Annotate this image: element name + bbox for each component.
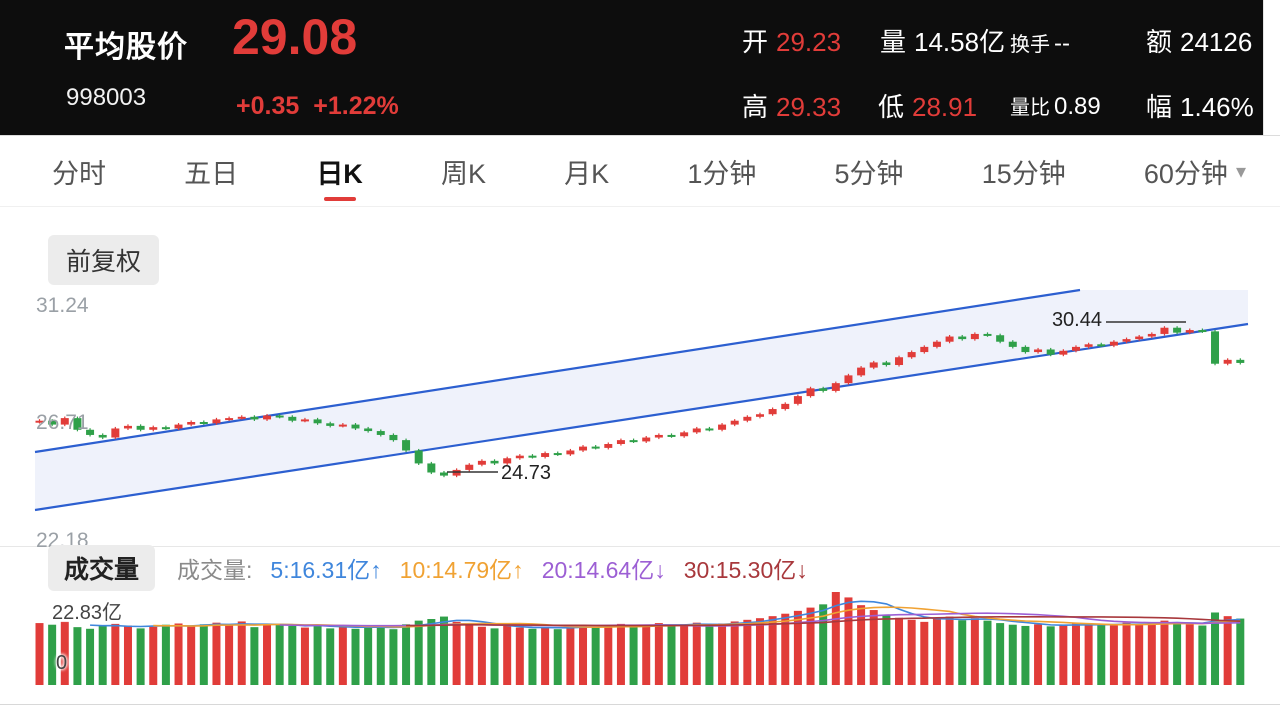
current-price: 29.08 [232, 9, 358, 65]
stock-header: 平均股价 998003 29.08 +0.35 +1.22% 开 29.23 量 14… [0, 0, 1280, 135]
tab-realtime[interactable]: 分时 [52, 158, 106, 189]
kline-pane: 前复权 31.24 26.71 22.18 30.44 24.73 [0, 207, 1280, 552]
pane-divider [0, 546, 1280, 547]
vol-ma-item: 5:16.31亿↑ [270, 557, 382, 583]
stat-volume-ratio: 量比 0.89 [1010, 93, 1101, 120]
price-change: +0.35 +1.22% [236, 92, 413, 121]
tab-5min[interactable]: 5分钟 [834, 158, 904, 189]
tab-60min[interactable]: 60分钟 ▾ [1144, 136, 1246, 206]
chevron-down-icon: ▾ [1235, 160, 1246, 183]
change-percent: +1.22% [313, 92, 399, 120]
volume-pane: 22.83亿 0 [0, 588, 1280, 692]
y-axis-label-middle: 26.71 [36, 411, 89, 434]
volume-ma-prefix: 成交量: [177, 557, 253, 583]
volume-zero-label: 0 [56, 652, 68, 674]
vol-ma-item: 20:14.64亿↓ [541, 557, 666, 583]
stat-low: 低 28.91 [878, 92, 978, 122]
vol-ma-item: 30:15.30亿↓ [683, 557, 808, 583]
high-price-annotation: 30.44 [1051, 309, 1102, 331]
bottom-divider [0, 704, 1280, 705]
change-value: +0.35 [236, 92, 300, 120]
y-axis-label-top: 31.24 [36, 294, 89, 317]
tab-15min[interactable]: 15分钟 [981, 158, 1066, 189]
tab-five-day[interactable]: 五日 [184, 158, 239, 189]
stat-amount: 额 24126 [1146, 27, 1253, 57]
tab-1min[interactable]: 1分钟 [687, 158, 757, 189]
volume-indicator-button[interactable]: 成交量 [48, 545, 156, 591]
volume-header: 成交量 成交量: 5:16.31亿↑ 10:14.79亿↑ 20:14.64亿↓… [0, 545, 1280, 591]
vol-ma-item: 10:14.79亿↑ [399, 557, 524, 583]
stat-turnover: 换手 -- [1010, 30, 1070, 57]
volume-max-label: 22.83亿 [52, 602, 123, 624]
tab-60min-label: 60分钟 [1143, 158, 1228, 189]
tab-monthly-k[interactable]: 月K [564, 158, 610, 189]
low-price-annotation: 24.73 [501, 462, 552, 484]
volume-ma-legend: 成交量: 5:16.31亿↑ 10:14.79亿↑ 20:14.64亿↓ 30:… [177, 551, 808, 585]
stat-high: 高 29.33 [742, 92, 842, 122]
tab-weekly-k[interactable]: 周K [440, 158, 486, 189]
stat-open: 开 29.23 [742, 27, 842, 57]
stock-name: 平均股价 [64, 31, 188, 64]
stat-amplitude: 幅 1.46% [1146, 92, 1254, 122]
tab-daily-k[interactable]: 日K [316, 136, 363, 206]
header-right-strip [1263, 0, 1280, 135]
stat-volume: 量 14.58亿 [880, 27, 1006, 57]
stock-code: 998003 [66, 84, 147, 111]
adjust-mode-button[interactable]: 前复权 [48, 235, 160, 285]
period-tabs: 分时 五日 日K 周K 月K 1分钟 5分钟 15分钟 60分钟 ▾ [0, 135, 1280, 207]
